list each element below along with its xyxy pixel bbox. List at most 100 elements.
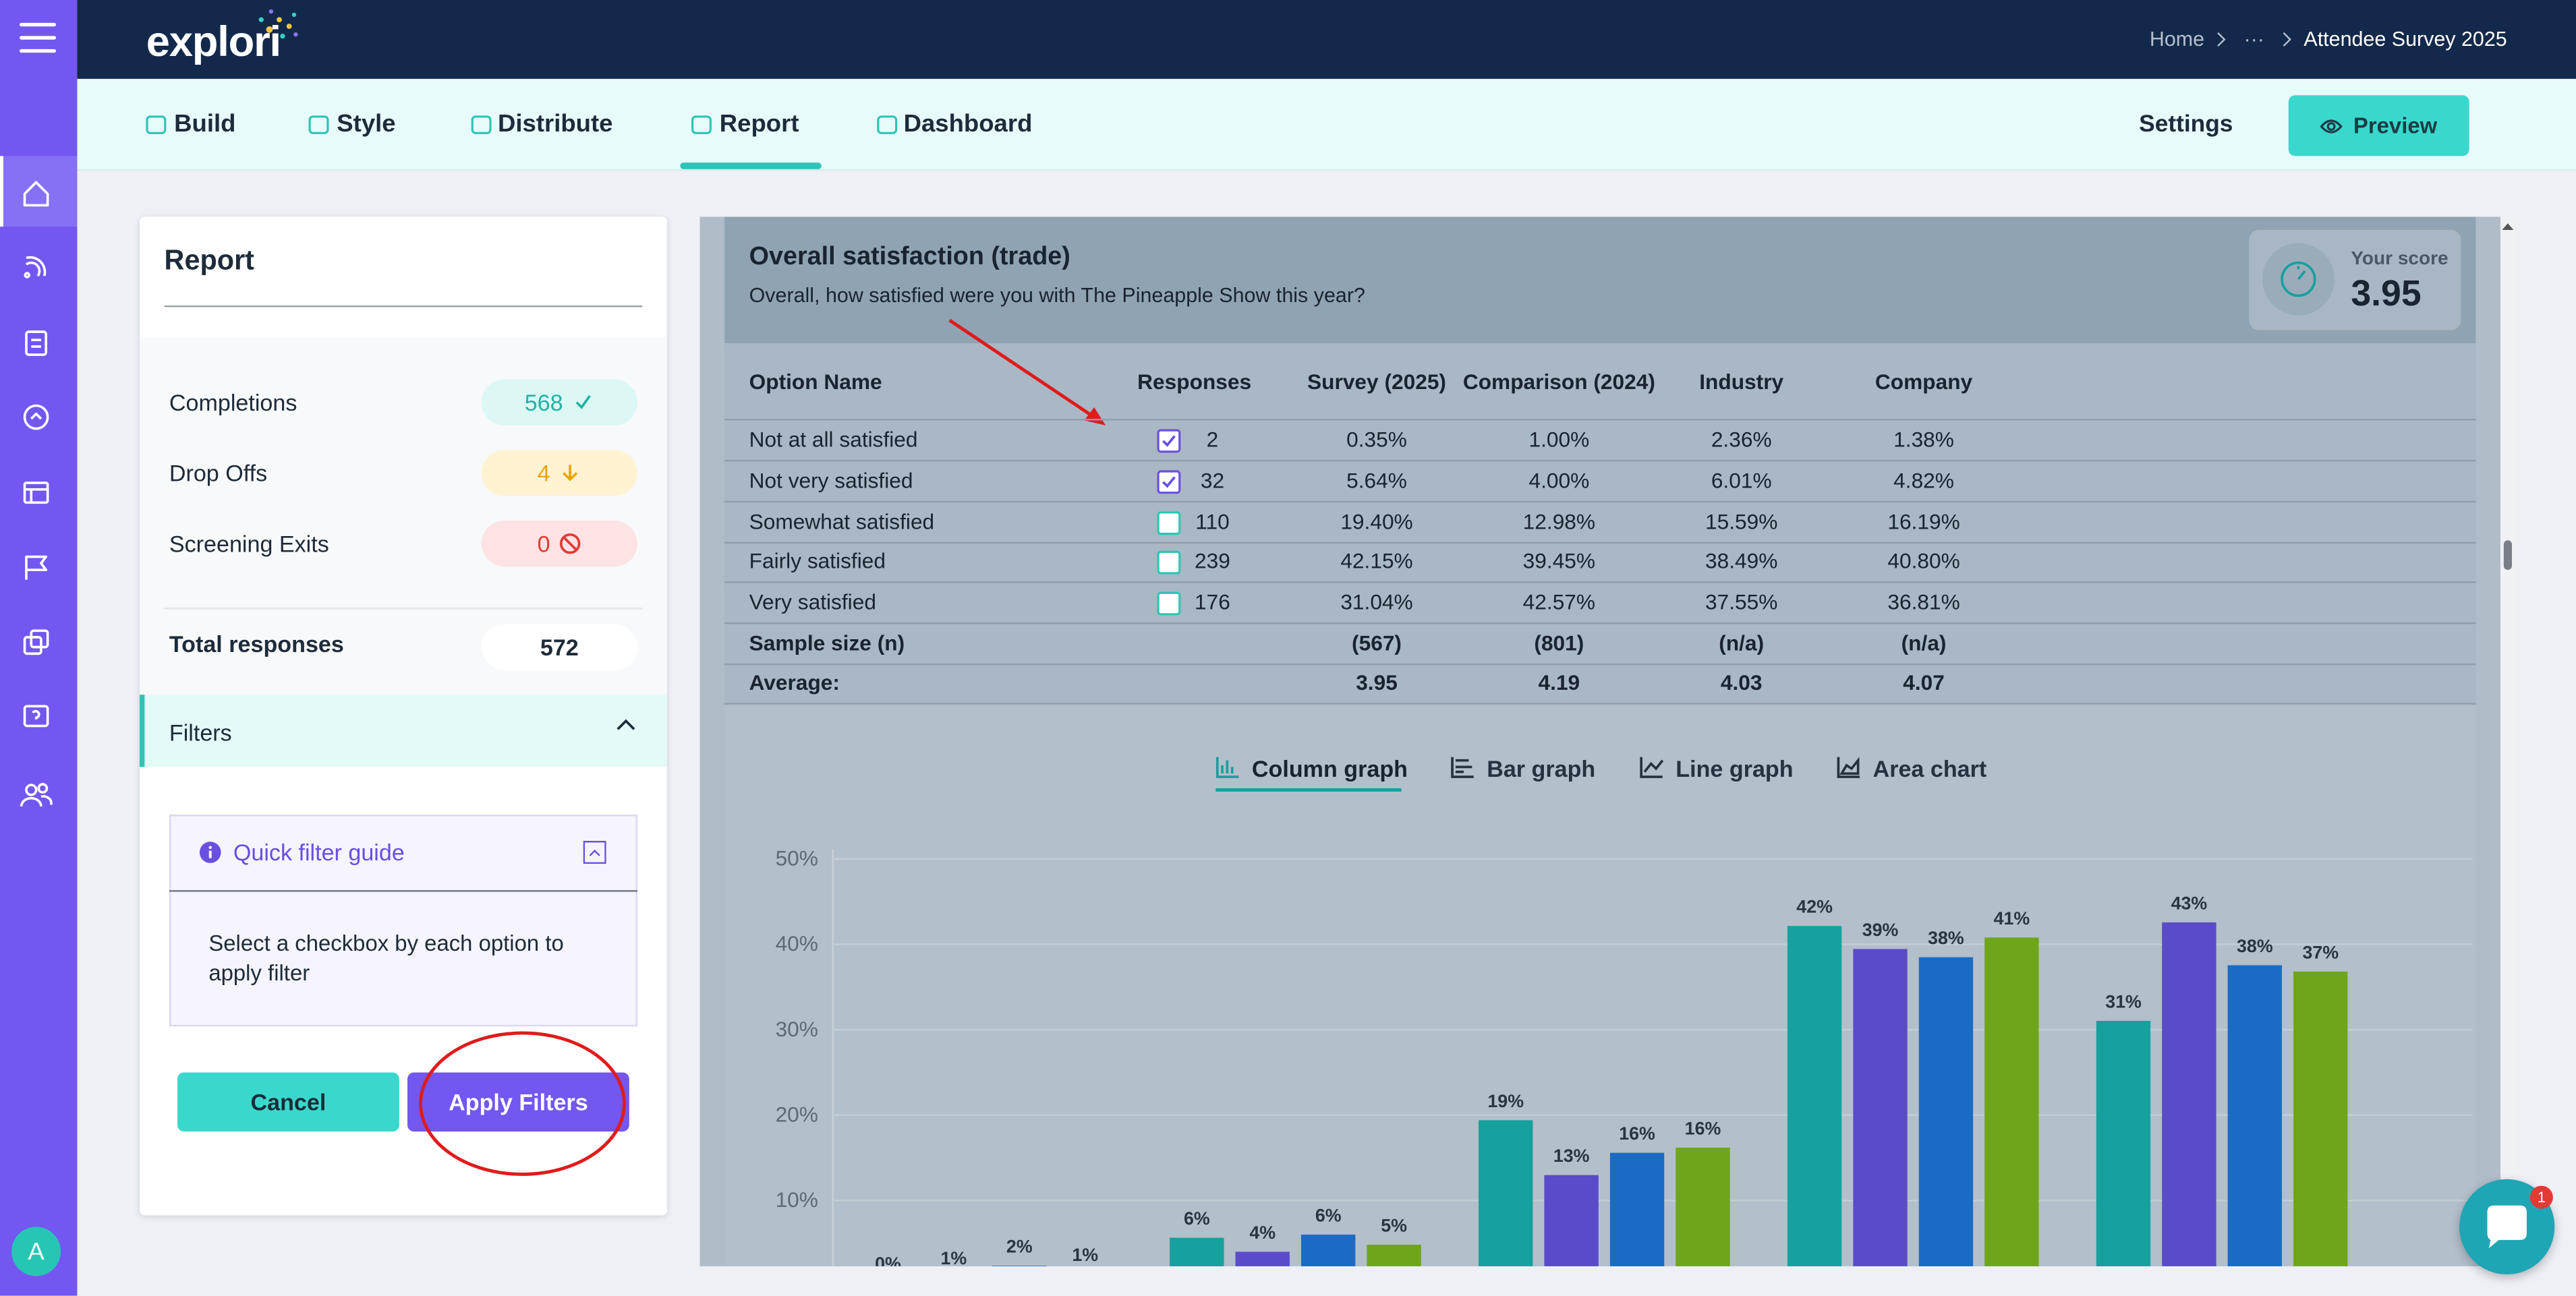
breadcrumb-item[interactable]: Home bbox=[2149, 28, 2205, 51]
stat-value: 0 bbox=[537, 530, 550, 557]
icon-shape bbox=[575, 394, 591, 409]
table-cell: 42.15% bbox=[1340, 548, 1413, 574]
checkbox-box bbox=[1157, 550, 1181, 575]
row-checkbox[interactable] bbox=[1157, 470, 1182, 495]
graph-tab: Line graph bbox=[1676, 755, 1794, 782]
chevron bbox=[2216, 32, 2226, 47]
stat-label: Drop Offs bbox=[169, 459, 268, 486]
scroll-thumb[interactable] bbox=[2503, 540, 2513, 570]
preview-button[interactable]: Preview bbox=[2288, 95, 2469, 156]
option-name: Very satisfied bbox=[749, 589, 876, 614]
summary-label: Sample size (n) bbox=[749, 630, 905, 655]
bar bbox=[1170, 1237, 1224, 1266]
table-header: Responses bbox=[1137, 370, 1252, 394]
score-value: 3.95 bbox=[2351, 272, 2422, 314]
tab-icon bbox=[146, 115, 167, 134]
checkbox-check bbox=[1162, 476, 1176, 488]
avatar[interactable]: A bbox=[11, 1227, 61, 1276]
total-pill: 572 bbox=[481, 624, 638, 670]
breadcrumb-item[interactable]: ··· bbox=[2243, 28, 2264, 51]
table-cell: 16.19% bbox=[1887, 509, 1960, 534]
table-header: Comparison (2024) bbox=[1462, 370, 1655, 394]
scroll-up[interactable] bbox=[2500, 220, 2515, 233]
y-tick-label: 30% bbox=[776, 1017, 818, 1041]
icon-shape bbox=[471, 115, 492, 134]
row-checkbox[interactable] bbox=[1157, 510, 1182, 535]
apply-label: Apply Filters bbox=[449, 1088, 588, 1115]
bar-label: 31% bbox=[2105, 991, 2142, 1011]
row-divider bbox=[724, 419, 2476, 421]
logo-dots bbox=[258, 9, 298, 39]
filters-header[interactable] bbox=[140, 695, 667, 767]
option-name: Not very satisfied bbox=[749, 468, 913, 493]
row-divider bbox=[724, 459, 2476, 462]
question-title: Overall satisfaction (trade) bbox=[749, 243, 1070, 271]
tab-icon bbox=[877, 115, 898, 134]
y-tick-label: 20% bbox=[776, 1102, 818, 1127]
option-name: Fairly satisfied bbox=[749, 548, 886, 574]
apply-button[interactable]: Apply Filters bbox=[407, 1072, 629, 1132]
guide-title: Quick filter guide bbox=[233, 839, 405, 866]
icon-shape bbox=[308, 115, 329, 134]
bar-label: 1% bbox=[940, 1248, 967, 1266]
breadcrumb-item: Attendee Survey 2025 bbox=[2303, 28, 2507, 51]
bar bbox=[1367, 1245, 1421, 1266]
tab-icon bbox=[471, 115, 492, 134]
icon-shape bbox=[562, 465, 577, 481]
bar-label: 41% bbox=[1994, 908, 2030, 929]
breadcrumb: Home ··· Attendee Survey 2025 bbox=[2150, 25, 2507, 55]
table-cell: 4.82% bbox=[1893, 468, 1954, 493]
stat-pill: 0 bbox=[481, 521, 638, 567]
graph-tab-icon[interactable] bbox=[1215, 755, 1240, 780]
bar bbox=[2227, 965, 2283, 1266]
graph-tab-icon[interactable] bbox=[1837, 755, 1862, 780]
bar bbox=[2096, 1020, 2151, 1266]
bar-label: 42% bbox=[1796, 897, 1833, 917]
table-cell: 4.00% bbox=[1528, 468, 1590, 493]
cancel-button[interactable]: Cancel bbox=[177, 1072, 399, 1132]
collapse-chevron[interactable] bbox=[614, 716, 637, 732]
guide-toggle[interactable] bbox=[583, 841, 606, 864]
bar-label: 16% bbox=[1685, 1119, 1721, 1139]
menu-button[interactable] bbox=[0, 0, 78, 79]
stat-pill: 4 bbox=[481, 450, 638, 496]
question-header bbox=[724, 216, 2476, 344]
summary-cell: (n/a) bbox=[1901, 630, 1947, 655]
bar bbox=[1676, 1148, 1730, 1266]
checkbox-box bbox=[1157, 511, 1181, 535]
icon-shape bbox=[877, 115, 898, 134]
chat-badge-count: 1 bbox=[2537, 1189, 2546, 1206]
row-checkbox[interactable] bbox=[1157, 429, 1182, 454]
graph-tab-icon[interactable] bbox=[1451, 755, 1476, 780]
sidebar-active[interactable] bbox=[0, 156, 78, 227]
divider bbox=[164, 305, 643, 307]
nav-tab: Distribute bbox=[497, 110, 613, 138]
summary-cell: (567) bbox=[1352, 630, 1402, 655]
table-cell: 1.00% bbox=[1528, 427, 1590, 452]
avatar-initial: A bbox=[28, 1237, 45, 1266]
scrollbar bbox=[2500, 216, 2515, 1266]
guide-text: Select a checkbox by each option to appl… bbox=[208, 931, 564, 986]
table-cell: 5.64% bbox=[1346, 468, 1407, 493]
settings-link[interactable]: Settings bbox=[2139, 111, 2233, 138]
row-checkbox[interactable] bbox=[1157, 550, 1182, 575]
checkbox-check bbox=[1162, 435, 1176, 447]
row-divider bbox=[724, 581, 2476, 583]
y-tick-label: 40% bbox=[776, 931, 818, 955]
filters-label: Filters bbox=[169, 719, 232, 746]
menu-icon bbox=[19, 22, 57, 53]
row-checkbox[interactable] bbox=[1157, 591, 1182, 616]
bar-label: 6% bbox=[1184, 1208, 1210, 1229]
bar-label: 19% bbox=[1487, 1091, 1524, 1111]
graph-tab-icon[interactable] bbox=[1640, 755, 1665, 780]
bar bbox=[1479, 1120, 1533, 1266]
bar-label: 39% bbox=[1862, 920, 1899, 940]
y-tick-label: 10% bbox=[776, 1187, 818, 1212]
logo[interactable]: explori bbox=[146, 16, 281, 66]
stat-value: 4 bbox=[537, 459, 550, 486]
tab-icon bbox=[308, 115, 329, 134]
checkbox-box bbox=[1157, 429, 1181, 453]
icon-shape bbox=[559, 533, 581, 554]
table-cell: 15.59% bbox=[1705, 509, 1778, 534]
divider bbox=[169, 890, 638, 892]
